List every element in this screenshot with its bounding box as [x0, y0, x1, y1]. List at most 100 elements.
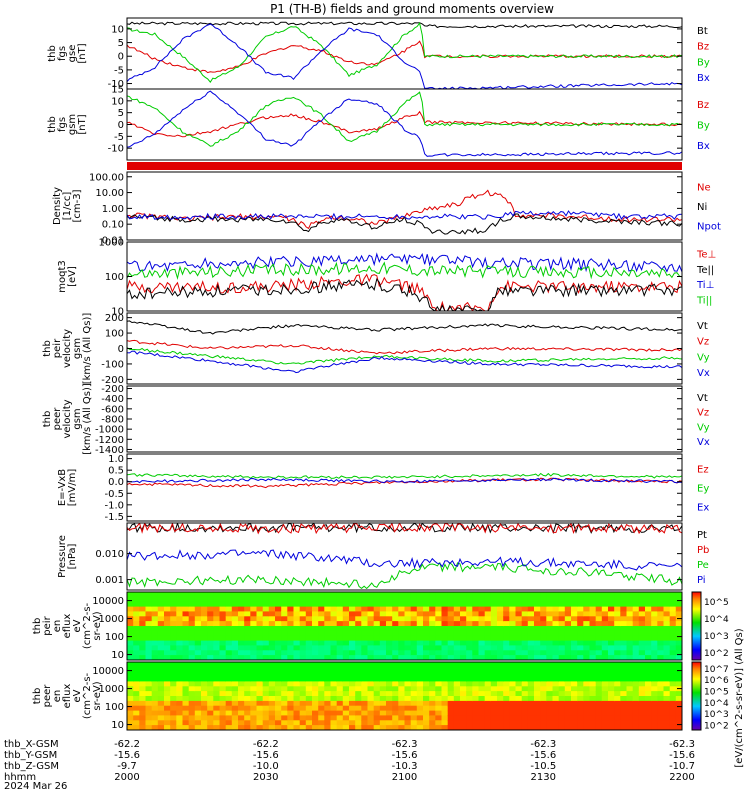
spectrogram-cell	[626, 601, 634, 608]
spectrogram-cell	[497, 671, 504, 678]
spectrogram-cell	[170, 596, 177, 603]
spectrogram-cell	[423, 650, 430, 656]
spectrogram-cell	[299, 645, 307, 651]
spectrogram-cell	[564, 696, 572, 702]
spectrogram-cell	[139, 725, 147, 730]
spectrogram-cell	[250, 621, 258, 627]
spectrogram-cell	[490, 645, 498, 651]
spectrogram-cell	[219, 592, 227, 598]
spectrogram-cell	[213, 640, 221, 647]
spectrogram-cell	[429, 596, 436, 603]
spectrogram-cell	[139, 671, 147, 678]
spectrogram-cell	[429, 601, 436, 608]
spectrogram-cell	[546, 725, 554, 730]
spectrogram-cell	[188, 626, 196, 632]
spectrogram-cell	[651, 725, 658, 730]
spectrogram-cell	[663, 616, 671, 622]
spectrogram-cell	[478, 611, 486, 617]
spectrogram-cell	[262, 601, 270, 608]
spectrogram-cell	[546, 596, 554, 603]
spectrogram-cell	[466, 635, 473, 642]
spectrogram-cell	[139, 621, 147, 627]
spectrogram-cell	[392, 720, 399, 726]
spectrogram-cell	[490, 640, 498, 647]
spectrogram-cell	[435, 710, 443, 717]
spectrogram-cell	[608, 676, 615, 683]
spectrogram-cell	[416, 666, 424, 673]
spectrogram-cell	[379, 671, 387, 678]
spectrogram-cell	[626, 655, 634, 660]
spectrogram-cell	[571, 725, 578, 730]
spectrogram-cell	[657, 626, 665, 632]
spectrogram-cell	[151, 691, 159, 697]
x-row-value: 2030	[253, 772, 278, 783]
spectrogram-cell	[287, 696, 295, 702]
spectrogram-cell	[484, 710, 492, 717]
spectrogram-cell	[608, 650, 615, 656]
spectrogram-cell	[675, 671, 682, 678]
spectrogram-cell	[429, 681, 436, 687]
x-row-label: thb_X-GSM	[4, 739, 59, 750]
spectrogram-cell	[268, 601, 276, 608]
spectrogram-cell	[521, 616, 529, 622]
spectrogram-cell	[139, 691, 147, 697]
y-tick-label: 10000	[92, 596, 124, 607]
y-label-line: Density	[52, 187, 63, 225]
spectrogram-cell	[552, 705, 560, 712]
spectrogram-cell	[305, 696, 313, 702]
spectrogram-cell	[139, 616, 147, 622]
spectrogram-cell	[626, 725, 634, 730]
spectrogram-cell	[361, 696, 369, 702]
spectrogram-cell	[170, 635, 177, 642]
spectrogram-cell	[453, 710, 461, 717]
spectrogram-cell	[521, 676, 529, 683]
spectrogram-cell	[589, 616, 597, 622]
spectrogram-cell	[127, 621, 134, 627]
spectrogram-cell	[645, 705, 652, 712]
spectrogram-cell	[410, 696, 418, 702]
spectrogram-cell	[342, 626, 350, 632]
spectrogram-cell	[571, 596, 578, 603]
spectrogram-cell	[133, 596, 140, 603]
spectrogram-cell	[577, 650, 584, 656]
spectrogram-cell	[318, 705, 325, 712]
spectrogram-cell	[312, 626, 319, 632]
spectrogram-cell	[460, 696, 467, 702]
spectrogram-cell	[546, 626, 554, 632]
spectrogram-cell	[379, 611, 387, 617]
spectrogram-cell	[250, 666, 258, 673]
spectrogram-cell	[182, 671, 190, 678]
spectrogram-cell	[324, 611, 332, 617]
spectrogram-cell	[447, 601, 455, 608]
x-row-value: -15.6	[669, 750, 695, 761]
spectrogram-cell	[182, 630, 190, 637]
spectrogram-cell	[170, 691, 177, 697]
spectrogram-cell	[182, 681, 190, 687]
spectrogram-cell	[675, 710, 682, 717]
spectrogram-cell	[139, 640, 147, 647]
spectrogram-cell	[318, 720, 325, 726]
spectrogram-cell	[527, 691, 535, 697]
spectrogram-cell	[577, 655, 584, 660]
spectrogram-cell	[410, 596, 418, 603]
spectrogram-cell	[367, 596, 375, 603]
spectrogram-cell	[268, 621, 276, 627]
spectrogram-cell	[429, 645, 436, 651]
spectrogram-cell	[577, 666, 584, 673]
spectrogram-cell	[503, 676, 510, 683]
y-label-line: gsm	[72, 338, 83, 359]
spectrogram-cell	[404, 630, 412, 637]
spectrogram-cell	[466, 666, 473, 673]
spectrogram-cell	[558, 666, 566, 673]
spectrogram-cell	[133, 630, 140, 637]
spectrogram-cell	[157, 676, 165, 683]
spectrogram-cell	[564, 686, 572, 692]
series-line-temperature-3	[127, 261, 682, 281]
spectrogram-cell	[435, 666, 443, 673]
spectrogram-cell	[416, 611, 424, 617]
spectrogram-cell	[182, 686, 190, 692]
spectrogram-cell	[139, 645, 147, 651]
spectrogram-cell	[336, 606, 344, 613]
spectrogram-cell	[669, 601, 677, 608]
series-line-fgs_gsm-0	[127, 110, 682, 138]
